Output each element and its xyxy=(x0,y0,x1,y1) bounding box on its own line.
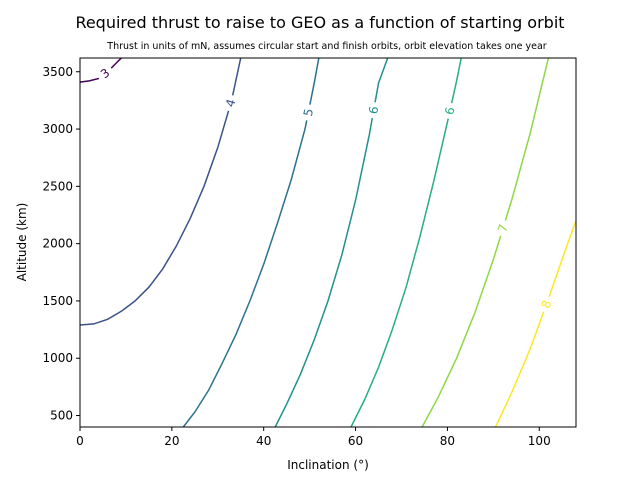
contour-line-2 xyxy=(79,57,242,326)
chart-title: Required thrust to raise to GEO as a fun… xyxy=(75,13,564,32)
contour-label: 5 xyxy=(301,107,316,117)
x-tick-label: 40 xyxy=(256,434,271,448)
contour-label-gap xyxy=(220,93,241,114)
contour-label: 4 xyxy=(223,97,239,108)
y-tick-label: 2000 xyxy=(42,237,73,251)
contour-line-5 xyxy=(350,57,462,428)
contour-label-gap xyxy=(440,101,460,121)
y-tick-label: 1500 xyxy=(42,294,73,308)
contour-label: 6 xyxy=(442,106,457,117)
x-tick-label: 80 xyxy=(440,434,455,448)
x-tick-label: 100 xyxy=(528,434,551,448)
x-tick-label: 60 xyxy=(348,434,363,448)
contour-line-7 xyxy=(494,220,577,428)
x-tick-label: 0 xyxy=(76,434,84,448)
contour-label: 6 xyxy=(366,105,381,115)
plot-frame xyxy=(79,57,577,428)
x-axis-label: Inclination (°) xyxy=(287,458,369,472)
x-tick-label: 20 xyxy=(164,434,179,448)
y-tick-label: 3500 xyxy=(42,65,73,79)
y-tick-label: 500 xyxy=(50,409,73,423)
contour-label-gap xyxy=(364,100,383,120)
contour-label: 8 xyxy=(539,298,555,310)
y-tick-label: 2500 xyxy=(42,179,73,193)
contour-label-gap xyxy=(298,103,318,122)
contour-labels: 345 6 678 xyxy=(94,62,557,315)
contour-line-3 xyxy=(182,57,320,428)
y-tick-label: 1000 xyxy=(42,351,73,365)
y-axis-ticks: 500 1000 1500 2000 2500 3000 3500 xyxy=(42,65,80,423)
y-tick-label: 3000 xyxy=(42,122,73,136)
x-axis-ticks: 0 20 40 60 80 100 xyxy=(76,427,551,448)
contour-lines xyxy=(79,57,577,428)
contour-line-6 xyxy=(421,57,550,428)
chart-subtitle: Thrust in units of mN, assumes circular … xyxy=(106,41,546,52)
contour-label-gap xyxy=(493,218,514,239)
y-axis-label: Altitude (km) xyxy=(15,203,29,282)
contour-label: 7 xyxy=(495,222,511,233)
contour-label-gap xyxy=(536,294,557,315)
contour-label-gap xyxy=(94,62,117,85)
